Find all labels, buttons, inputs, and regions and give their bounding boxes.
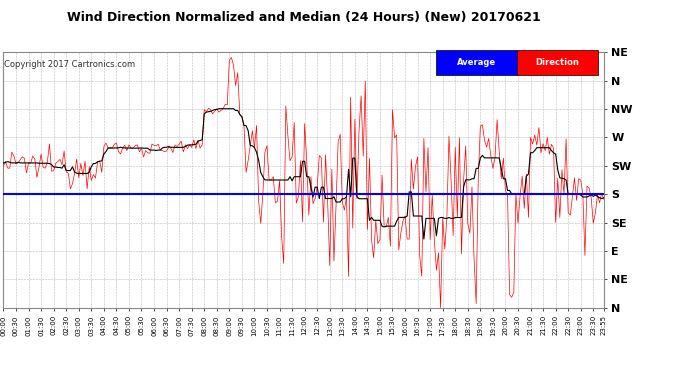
- FancyBboxPatch shape: [435, 50, 517, 75]
- Text: Wind Direction Normalized and Median (24 Hours) (New) 20170621: Wind Direction Normalized and Median (24…: [67, 11, 540, 24]
- FancyBboxPatch shape: [517, 50, 598, 75]
- Text: Average: Average: [457, 58, 495, 67]
- Text: Direction: Direction: [535, 58, 579, 67]
- Text: Copyright 2017 Cartronics.com: Copyright 2017 Cartronics.com: [4, 60, 135, 69]
